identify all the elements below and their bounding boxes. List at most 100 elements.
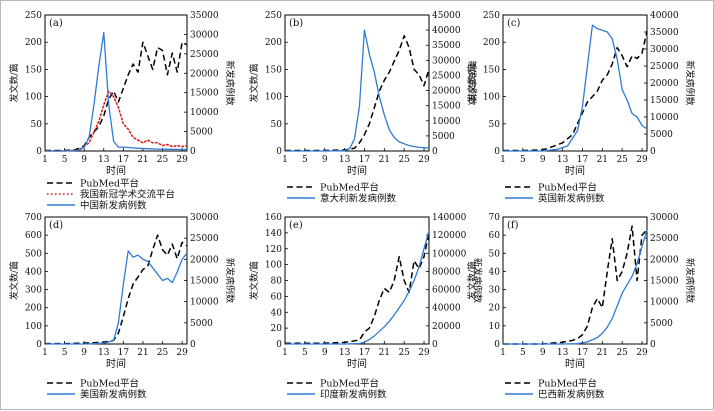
y-left-tick-label: 20 (271, 324, 283, 334)
x-tick-label: 13 (557, 348, 569, 358)
series-line (45, 250, 188, 345)
x-tick-label: 5 (520, 155, 526, 165)
y-right-tick-label: 10000 (650, 298, 679, 308)
y-right-tick-label: 35000 (190, 11, 219, 21)
y-right-tick-label: 30000 (650, 45, 679, 55)
plot-frame (284, 14, 430, 152)
panel-d: 1 5 9 13 17 21 25 29010020030040050060070005000… (8, 213, 236, 401)
y-right-tick-label: 15000 (190, 277, 219, 287)
y-right-tick-label: 20000 (432, 87, 461, 97)
y-left-tick-label: 40 (271, 308, 283, 318)
y-left-tick-label: 60 (489, 231, 501, 241)
series-line (285, 29, 430, 152)
y-right-tick-label: 5000 (432, 132, 455, 142)
y-left-tick-label: 150 (483, 65, 500, 75)
y-left-tick-label: 100 (25, 93, 42, 103)
x-tick-label: 21 (379, 348, 390, 358)
y-left-tick-label: 50 (489, 249, 501, 259)
y-right-tick-label: 10000 (190, 298, 219, 308)
y-right-tick-label: 140000 (432, 213, 467, 223)
y-right-tick-label: 30000 (432, 56, 461, 66)
y-right-tick-label: 20000 (190, 69, 219, 79)
series-line (503, 229, 648, 345)
y-right-tick-label: 0 (650, 147, 656, 157)
x-tick-label: 29 (636, 155, 648, 165)
y-right-tick-label: 20000 (650, 255, 679, 265)
y-right-tick-label: 25000 (432, 71, 461, 81)
y-right-axis-label: 新发病例数 (684, 258, 696, 303)
y-left-tick-label: 10 (489, 322, 501, 332)
y-right-tick-label: 0 (432, 147, 438, 157)
x-tick-label: 13 (339, 348, 351, 358)
plot-frame (44, 14, 188, 152)
x-tick-label: 17 (118, 155, 130, 165)
series-line (285, 34, 430, 152)
y-left-tick-label: 0 (36, 147, 42, 157)
x-tick-label: 9 (81, 348, 87, 358)
x-tick-label: 17 (577, 155, 589, 165)
y-left-tick-label: 140 (265, 229, 282, 239)
plot-frame (284, 216, 430, 345)
series-line (503, 225, 648, 345)
y-right-tick-label: 35000 (650, 28, 679, 38)
panel-label: (d) (49, 220, 63, 231)
y-left-tick-label: 120 (265, 245, 282, 255)
y-right-tick-label: 5000 (650, 319, 673, 329)
panel-a: 1 5 9 13 17 21 25 29050100150200250050001000015… (8, 11, 236, 212)
y-left-tick-label: 250 (483, 11, 500, 21)
x-tick-label: 17 (359, 155, 371, 165)
x-tick-label: 25 (616, 348, 628, 358)
y-left-tick-label: 40 (489, 267, 501, 277)
x-tick-label: 9 (322, 155, 328, 165)
x-tick-label: 5 (520, 348, 526, 358)
panel-label: (f) (507, 220, 519, 231)
series-line (285, 230, 430, 345)
legend-entry: 印度新发病例数 (320, 389, 387, 401)
legend-entry: 我国新冠学术交流平台 (80, 189, 175, 201)
y-right-tick-label: 10000 (650, 113, 679, 123)
legend-entry: PubMed平台 (80, 378, 139, 390)
y-right-tick-label: 30000 (650, 213, 679, 223)
series-line (503, 24, 648, 152)
legend-entry: PubMed平台 (320, 378, 379, 390)
x-tick-label: 21 (597, 155, 608, 165)
series-line (45, 31, 188, 152)
y-left-tick-label: 50 (31, 120, 43, 130)
x-tick-label: 29 (418, 348, 430, 358)
y-right-tick-label: 20000 (190, 255, 219, 265)
x-tick-label: 13 (98, 155, 110, 165)
x-tick-label: 5 (62, 155, 68, 165)
x-axis-label: 时间 (565, 357, 585, 370)
panel-label: (e) (289, 220, 303, 231)
legend-entry: PubMed平台 (538, 182, 597, 194)
y-right-axis-label: 新发病例数 (224, 258, 236, 303)
plot-frame (44, 216, 188, 345)
panel-label: (c) (507, 18, 521, 29)
x-tick-label: 25 (398, 155, 410, 165)
x-tick-label: 1 (500, 348, 506, 358)
y-left-tick-label: 700 (25, 213, 42, 223)
y-right-tick-label: 45000 (432, 11, 461, 21)
y-right-tick-label: 25000 (650, 234, 679, 244)
legend-entry: 巴西新发病例数 (538, 389, 605, 401)
x-axis-label: 时间 (347, 164, 367, 177)
legend-entry: 美国新发病例数 (80, 389, 147, 401)
x-tick-label: 1 (282, 348, 288, 358)
y-right-tick-label: 10000 (190, 108, 219, 118)
panel-c: 1 5 9 13 17 21 25 29050100150200250050001000015… (466, 11, 696, 205)
y-right-tick-label: 25000 (650, 62, 679, 72)
y-left-tick-label: 0 (36, 340, 42, 350)
y-left-tick-label: 20 (489, 304, 501, 314)
x-tick-label: 21 (597, 348, 608, 358)
legend-entry: PubMed平台 (80, 178, 139, 190)
series-line (45, 234, 188, 345)
x-tick-label: 17 (359, 348, 371, 358)
y-left-tick-label: 100 (265, 261, 282, 271)
x-tick-label: 1 (42, 348, 48, 358)
plot-frame (502, 216, 648, 345)
x-tick-label: 21 (137, 348, 148, 358)
y-right-tick-label: 0 (190, 340, 196, 350)
x-tick-label: 1 (42, 155, 48, 165)
y-left-tick-label: 400 (25, 267, 42, 277)
